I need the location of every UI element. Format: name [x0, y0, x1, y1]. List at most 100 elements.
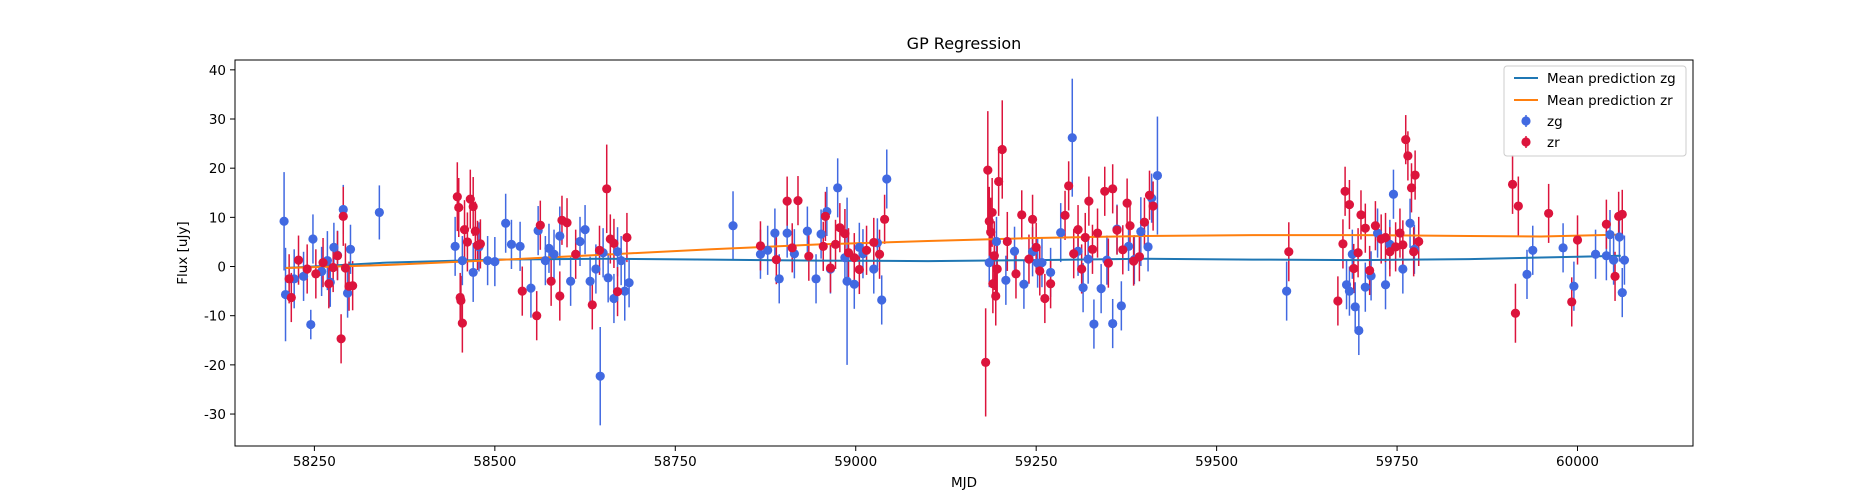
- data-point-zg: [308, 234, 318, 244]
- data-point-zr: [1027, 214, 1038, 224]
- legend-swatch-marker: [1521, 116, 1531, 126]
- data-point-zr: [1338, 239, 1348, 249]
- data-point-zg: [1398, 264, 1408, 274]
- data-point-zg: [1609, 255, 1619, 265]
- data-point-zg: [540, 256, 550, 266]
- legend-label: Mean prediction zg: [1547, 71, 1676, 87]
- data-point-zr: [820, 211, 831, 221]
- data-point-zr: [562, 218, 572, 228]
- data-point-zg: [728, 221, 738, 231]
- data-point-zg: [306, 319, 316, 330]
- data-point-zr: [1046, 279, 1056, 289]
- data-point-zr: [1340, 186, 1350, 196]
- data-point-zr: [571, 249, 581, 259]
- data-point-zg: [1619, 255, 1630, 265]
- data-point-zg: [342, 288, 353, 298]
- data-point-zg: [849, 279, 859, 289]
- data-point-zr: [328, 262, 338, 273]
- data-point-zg: [575, 236, 585, 247]
- data-point-zr: [332, 251, 343, 261]
- data-point-zr: [989, 251, 999, 261]
- data-point-zg: [991, 236, 1002, 247]
- data-point-zg: [774, 274, 784, 284]
- data-point-zg: [1380, 280, 1391, 290]
- data-point-zr: [818, 241, 828, 251]
- x-tick-label: 58750: [654, 454, 697, 470]
- data-point-zr: [771, 255, 781, 265]
- data-point-zg: [1143, 242, 1153, 252]
- y-tick-label: 10: [209, 210, 226, 226]
- data-point-zr: [755, 241, 766, 251]
- data-point-zr: [782, 196, 792, 206]
- data-point-zg: [1096, 284, 1106, 294]
- data-point-zg: [763, 245, 773, 255]
- y-tick-label: 20: [209, 161, 226, 177]
- data-point-zr: [535, 220, 545, 230]
- data-point-zr: [470, 226, 480, 236]
- data-point-zr: [1572, 235, 1583, 245]
- data-point-zg: [490, 257, 500, 267]
- data-point-zr: [457, 318, 467, 328]
- data-point-zg: [802, 226, 812, 236]
- data-point-zg: [782, 228, 792, 238]
- data-point-zr: [1134, 252, 1144, 262]
- data-point-zg: [1528, 245, 1538, 255]
- data-point-zr: [602, 184, 612, 194]
- data-point-zg: [603, 273, 613, 283]
- data-point-zr: [612, 287, 623, 297]
- data-point-zr: [1011, 269, 1021, 279]
- y-tick-label: -10: [204, 309, 226, 325]
- data-point-zr: [793, 196, 803, 206]
- data-point-zr: [787, 243, 797, 253]
- data-point-zr: [1610, 271, 1620, 281]
- data-point-zr: [1617, 209, 1627, 219]
- data-point-zg: [526, 283, 536, 293]
- data-point-zr: [475, 239, 486, 249]
- y-tick-label: 0: [217, 260, 226, 276]
- data-point-zr: [452, 192, 462, 202]
- data-point-zg: [345, 244, 356, 254]
- data-point-zg: [1617, 287, 1627, 298]
- data-point-zg: [549, 249, 559, 259]
- data-point-zg: [1089, 319, 1099, 329]
- data-point-zg: [580, 225, 590, 235]
- data-point-zr: [1513, 201, 1523, 211]
- data-point-zr: [468, 201, 478, 212]
- data-point-zg: [1001, 275, 1011, 285]
- data-point-zr: [1414, 236, 1424, 247]
- data-point-zr: [1035, 266, 1045, 276]
- data-point-zr: [454, 202, 464, 213]
- data-point-zr: [1398, 240, 1408, 250]
- data-point-zg: [816, 229, 826, 239]
- data-point-zr: [874, 249, 885, 259]
- x-tick-label: 59250: [1015, 454, 1058, 470]
- data-point-zg: [1067, 133, 1077, 143]
- legend-label: zg: [1547, 114, 1563, 130]
- data-point-zr: [983, 165, 993, 175]
- data-point-zg: [877, 295, 887, 305]
- data-point-zr: [1409, 247, 1419, 257]
- data-point-zg: [1056, 227, 1066, 238]
- data-point-zg: [1136, 227, 1146, 237]
- data-point-zr: [348, 281, 358, 291]
- data-point-zg: [869, 264, 879, 274]
- data-point-zr: [462, 237, 473, 247]
- data-point-zr: [1073, 225, 1083, 235]
- data-point-zg: [1350, 302, 1360, 312]
- data-point-zg: [457, 256, 467, 266]
- legend-label: Mean prediction zr: [1547, 93, 1673, 109]
- data-point-zg: [770, 228, 780, 238]
- data-point-zr: [1370, 221, 1381, 231]
- data-point-zg: [1614, 232, 1624, 242]
- x-tick-label: 60000: [1556, 454, 1599, 470]
- data-point-zr: [994, 176, 1004, 187]
- data-point-zr: [1118, 245, 1128, 255]
- data-point-zr: [997, 144, 1007, 155]
- data-point-zr: [869, 237, 879, 248]
- data-point-zr: [311, 269, 321, 279]
- data-point-zg: [338, 204, 348, 215]
- data-point-zr: [1391, 242, 1401, 252]
- data-point-zr: [986, 227, 996, 237]
- data-point-zg: [612, 247, 623, 257]
- data-point-zr: [1601, 219, 1611, 229]
